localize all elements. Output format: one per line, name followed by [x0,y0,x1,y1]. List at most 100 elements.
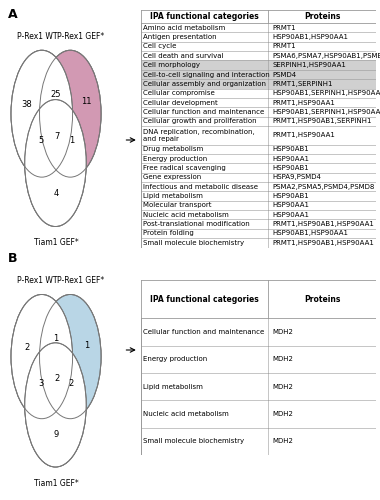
Text: P-Rex1 GEF*: P-Rex1 GEF* [57,276,104,285]
Text: P-Rex1 WT: P-Rex1 WT [17,276,57,285]
Text: Cell-to-cell signaling and interaction: Cell-to-cell signaling and interaction [143,72,270,78]
Text: HSP90AA1: HSP90AA1 [272,212,310,218]
Text: PRMT1,SERPINH1: PRMT1,SERPINH1 [272,81,333,87]
Text: Tiam1 GEF*: Tiam1 GEF* [34,478,79,488]
Text: HSP90AA1: HSP90AA1 [272,156,310,162]
Text: Lipid metabolism: Lipid metabolism [143,384,203,390]
Text: Cellular compromise: Cellular compromise [143,90,215,96]
FancyBboxPatch shape [141,280,376,455]
Text: HSP90AA1: HSP90AA1 [272,202,310,208]
FancyBboxPatch shape [141,10,376,23]
Text: Molecular transport: Molecular transport [143,202,211,208]
Text: 9: 9 [54,430,59,440]
Circle shape [40,294,101,418]
Text: 7: 7 [54,132,60,140]
Text: PRMT1,HSP90AB1,SERPINH1: PRMT1,HSP90AB1,SERPINH1 [272,118,372,124]
Text: HSP90AB1: HSP90AB1 [272,146,309,152]
Text: Proteins: Proteins [304,294,340,304]
Text: Nucleic acid metabolism: Nucleic acid metabolism [143,212,229,218]
Text: HSP90AB1,SERPINH1,HSP90AA1: HSP90AB1,SERPINH1,HSP90AA1 [272,90,380,96]
Text: 1: 1 [84,340,89,349]
Circle shape [11,50,73,177]
FancyBboxPatch shape [141,10,376,248]
Text: Nucleic acid metabolism: Nucleic acid metabolism [143,411,229,417]
Text: PRMT1,HSP90AA1: PRMT1,HSP90AA1 [272,100,336,105]
Text: PRMT1: PRMT1 [272,44,296,50]
Text: 5: 5 [38,136,43,145]
Circle shape [11,294,73,418]
Circle shape [40,50,101,177]
Text: Cell morphology: Cell morphology [143,62,200,68]
Text: 25: 25 [51,90,61,100]
Text: Antigen presentation: Antigen presentation [143,34,217,40]
Circle shape [25,343,86,467]
Text: 4: 4 [54,189,59,198]
Text: SERPINH1,HSP90AA1: SERPINH1,HSP90AA1 [272,62,347,68]
Text: 2: 2 [69,378,74,388]
Text: Protein folding: Protein folding [143,230,194,236]
Text: 2: 2 [24,343,30,352]
Text: Post-translational modification: Post-translational modification [143,221,250,227]
Text: PRMT1,HSP90AB1,HSP90AA1: PRMT1,HSP90AB1,HSP90AA1 [272,221,374,227]
Text: PSMA6,PSMA7,HSP90AB1,PSMB1,HSP90AA1: PSMA6,PSMA7,HSP90AB1,PSMB1,HSP90AA1 [272,53,380,59]
Text: Infectious and metabolic disease: Infectious and metabolic disease [143,184,258,190]
Text: 11: 11 [81,98,92,106]
Text: DNA replication, recombination,: DNA replication, recombination, [143,129,255,135]
Text: Cellular development: Cellular development [143,100,218,105]
Text: 1: 1 [54,334,59,342]
Text: IPA functional categories: IPA functional categories [150,294,258,304]
Text: A: A [8,8,17,20]
Circle shape [25,343,86,467]
Text: Cell death and survival: Cell death and survival [143,53,223,59]
Text: Cellular function and maintenance: Cellular function and maintenance [143,109,264,115]
Text: Small molecule biochemistry: Small molecule biochemistry [143,240,244,246]
Circle shape [40,50,101,177]
Text: PRMT1: PRMT1 [272,25,296,31]
Text: MDH2: MDH2 [272,329,293,335]
Circle shape [25,100,86,226]
Text: 2: 2 [55,374,60,383]
Text: 38: 38 [22,100,32,109]
Text: PRMT1,HSP90AA1: PRMT1,HSP90AA1 [272,132,336,138]
Circle shape [25,100,86,226]
Text: Amino acid metabolism: Amino acid metabolism [143,25,225,31]
Text: HSP90AB1: HSP90AB1 [272,165,309,171]
FancyBboxPatch shape [141,60,376,70]
Text: Drug metabolism: Drug metabolism [143,146,203,152]
Text: Proteins: Proteins [304,12,340,21]
Text: Cellular growth and proliferation: Cellular growth and proliferation [143,118,256,124]
Text: PSMD4: PSMD4 [272,72,297,78]
Text: Energy production: Energy production [143,156,207,162]
Text: PRMT1,HSP90AB1,HSP90AA1: PRMT1,HSP90AB1,HSP90AA1 [272,240,374,246]
FancyBboxPatch shape [141,70,376,79]
Circle shape [11,50,73,177]
Text: Cellular assembly and organization: Cellular assembly and organization [143,81,266,87]
Text: P-Rex1 GEF*: P-Rex1 GEF* [57,32,104,41]
Circle shape [11,294,73,418]
Text: Cellular function and maintenance: Cellular function and maintenance [143,329,264,335]
Text: Energy production: Energy production [143,356,207,362]
Text: Gene expression: Gene expression [143,174,201,180]
FancyBboxPatch shape [141,280,376,318]
Text: HSP90AB1,HSP90AA1: HSP90AB1,HSP90AA1 [272,230,348,236]
Text: MDH2: MDH2 [272,384,293,390]
Text: MDH2: MDH2 [272,356,293,362]
Text: HSP90AB1: HSP90AB1 [272,193,309,199]
Text: 1: 1 [69,136,74,145]
Text: Lipid metabolism: Lipid metabolism [143,193,203,199]
Text: MDH2: MDH2 [272,411,293,417]
Text: and repair: and repair [143,136,179,141]
Text: HSPA9,PSMD4: HSPA9,PSMD4 [272,174,321,180]
Text: B: B [8,252,17,266]
Text: Small molecule biochemistry: Small molecule biochemistry [143,438,244,444]
Text: HSP90AB1,HSP90AA1: HSP90AB1,HSP90AA1 [272,34,348,40]
Text: PSMA2,PSMA5,PSMD4,PSMD8: PSMA2,PSMA5,PSMD4,PSMD8 [272,184,375,190]
Text: HSP90AB1,SERPINH1,HSP90AA1: HSP90AB1,SERPINH1,HSP90AA1 [272,109,380,115]
Circle shape [40,294,101,418]
FancyBboxPatch shape [141,79,376,88]
Text: P-Rex1 WT: P-Rex1 WT [17,32,57,41]
Text: MDH2: MDH2 [272,438,293,444]
Text: Cell cycle: Cell cycle [143,44,176,50]
Text: Tiam1 GEF*: Tiam1 GEF* [34,238,79,247]
Text: Free radical scavenging: Free radical scavenging [143,165,226,171]
